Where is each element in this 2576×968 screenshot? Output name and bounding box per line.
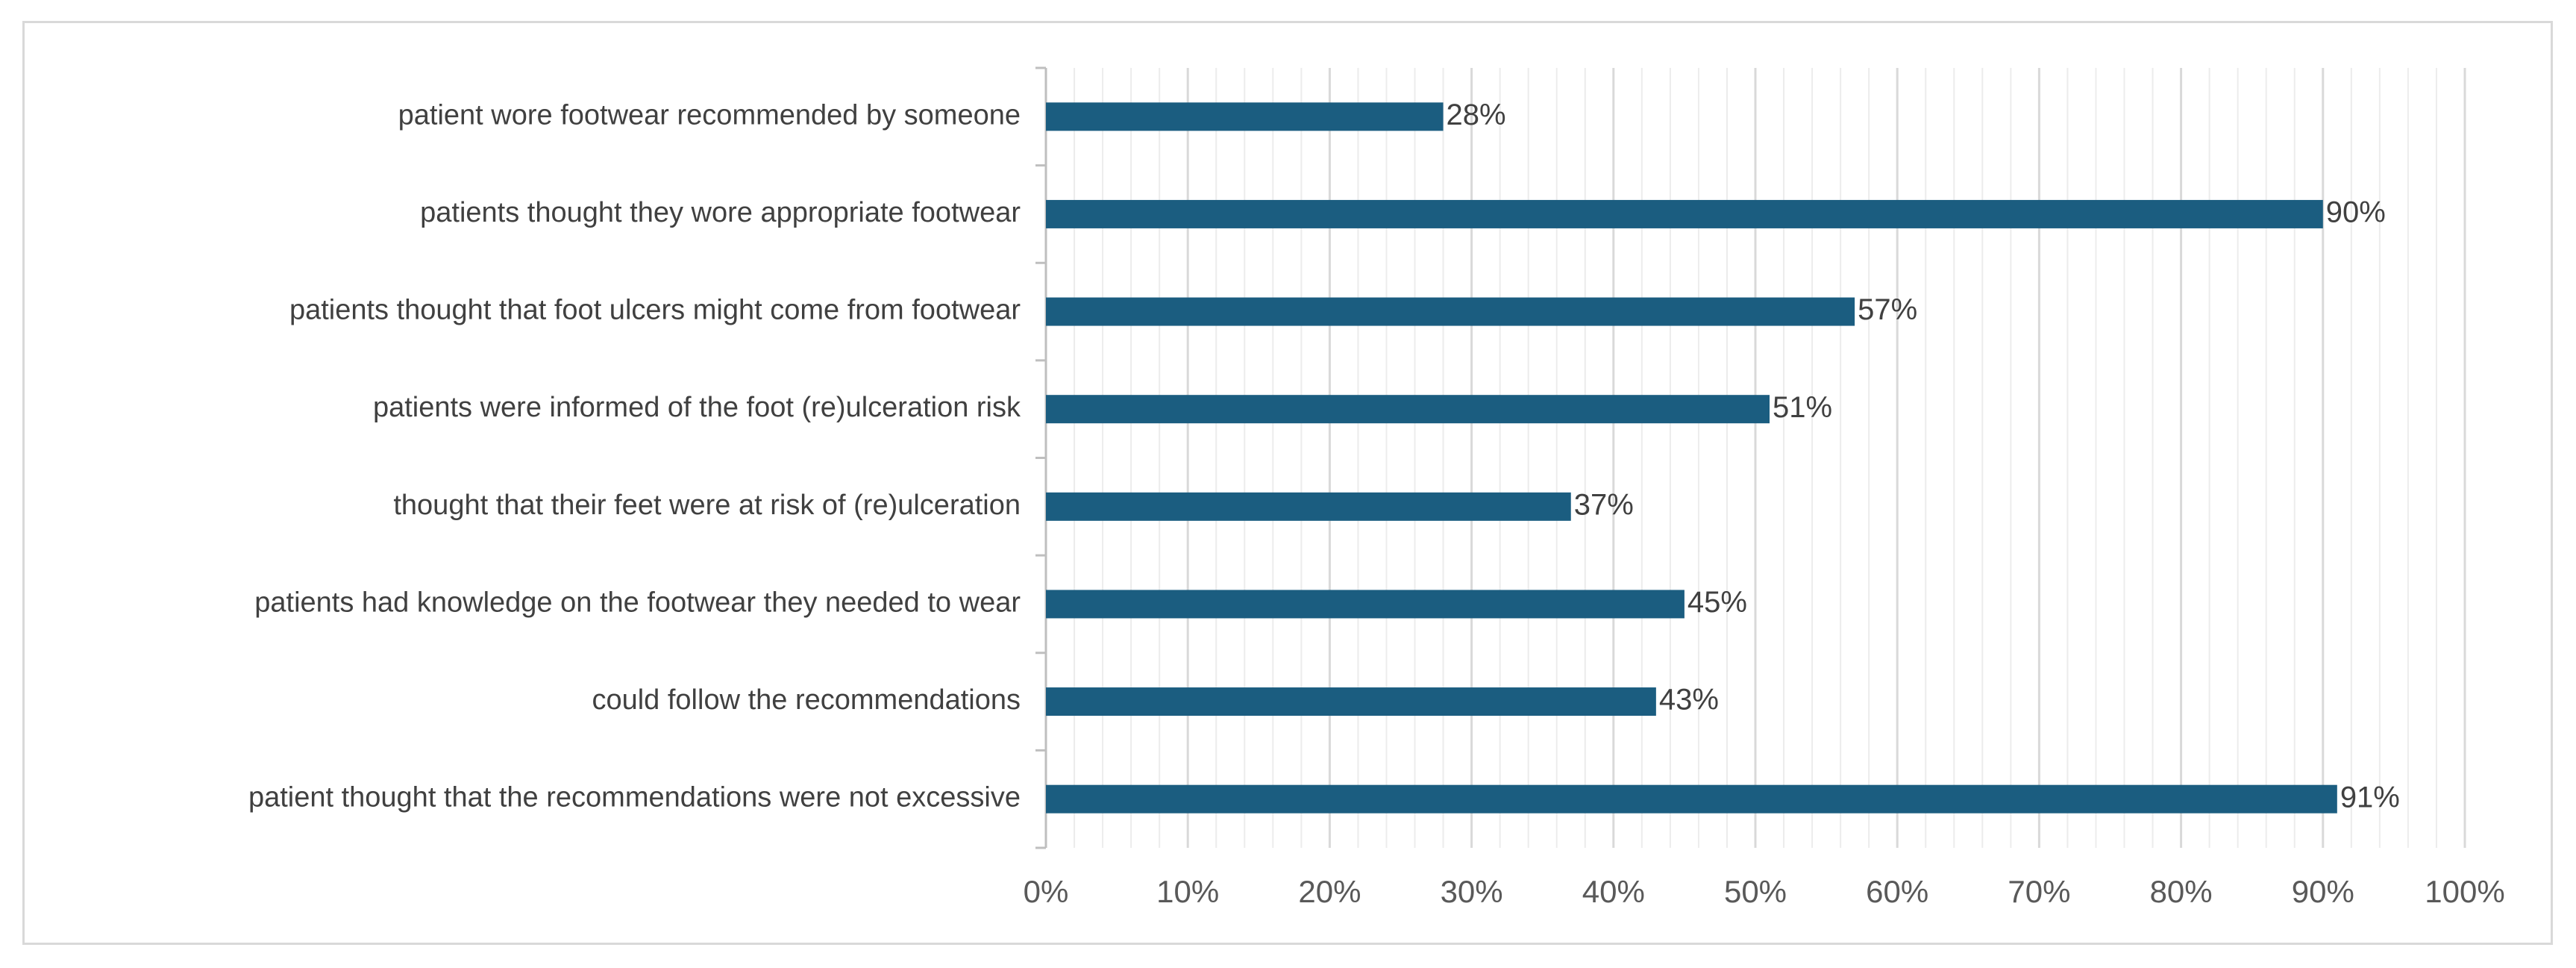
category-label: patient thought that the recommendations…: [248, 782, 1021, 814]
gridlines: [1074, 68, 2466, 848]
x-tick-label: 10%: [1156, 874, 1219, 909]
labels: patient wore footwear recommended by som…: [248, 99, 2505, 909]
data-label: 45%: [1687, 586, 1747, 619]
data-label: 43%: [1659, 684, 1719, 716]
category-axis: [1035, 66, 1047, 849]
data-label: 57%: [1858, 293, 1917, 326]
category-label: patients were informed of the foot (re)u…: [373, 392, 1021, 423]
data-label: 51%: [1773, 391, 1832, 424]
x-tick-label: 20%: [1298, 874, 1361, 909]
category-label: patients thought they wore appropriate f…: [420, 197, 1021, 228]
x-tick-label: 50%: [1724, 874, 1787, 909]
x-tick-label: 0%: [1024, 874, 1069, 909]
bar: [1046, 784, 2337, 814]
bar: [1046, 297, 1855, 326]
x-tick-label: 100%: [2425, 874, 2504, 909]
x-tick-label: 30%: [1441, 874, 1503, 909]
bars: [1046, 102, 2337, 814]
x-tick-label: 80%: [2150, 874, 2213, 909]
chart-frame: patient wore footwear recommended by som…: [22, 21, 2553, 945]
category-label: patients thought that foot ulcers might …: [289, 295, 1021, 326]
bar-chart: patient wore footwear recommended by som…: [248, 66, 2505, 909]
x-tick-label: 70%: [2008, 874, 2070, 909]
category-label: thought that their feet were at risk of …: [393, 490, 1021, 521]
category-label: could follow the recommendations: [592, 684, 1021, 716]
category-label: patients had knowledge on the footwear t…: [254, 587, 1021, 618]
bar: [1046, 590, 1685, 619]
bar: [1046, 492, 1571, 521]
data-label: 37%: [1574, 488, 1634, 521]
bar: [1046, 687, 1656, 716]
bar: [1046, 102, 1444, 131]
data-label: 91%: [2340, 781, 2400, 814]
bar: [1046, 395, 1770, 424]
bar: [1046, 199, 2323, 228]
data-label: 28%: [1447, 99, 1506, 131]
x-tick-label: 40%: [1582, 874, 1645, 909]
x-tick-label: 60%: [1866, 874, 1928, 909]
data-label: 90%: [2326, 196, 2386, 229]
category-label: patient wore footwear recommended by som…: [398, 99, 1021, 131]
x-tick-label: 90%: [2292, 874, 2354, 909]
